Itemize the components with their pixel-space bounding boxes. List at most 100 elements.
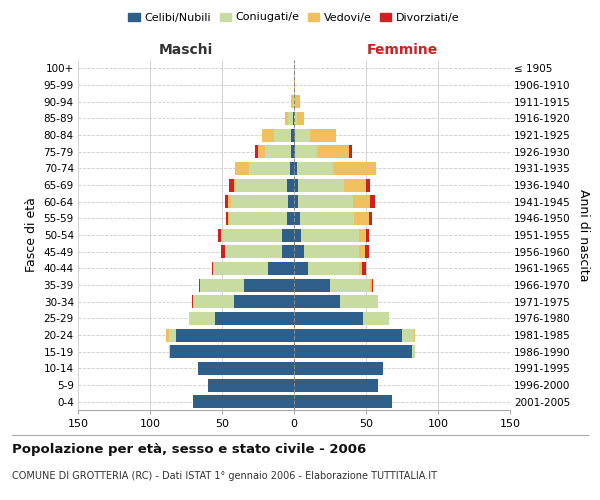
Bar bbox=[287, 212, 294, 225]
Bar bbox=[265, 145, 291, 158]
Bar bbox=[291, 145, 294, 158]
Bar bbox=[294, 312, 363, 325]
Bar bbox=[294, 395, 392, 408]
Bar bbox=[297, 112, 304, 125]
Bar bbox=[402, 328, 413, 342]
Bar bbox=[366, 178, 370, 192]
Bar bbox=[222, 228, 283, 241]
Bar bbox=[226, 212, 228, 225]
Bar bbox=[294, 345, 412, 358]
Bar bbox=[233, 295, 294, 308]
Bar bbox=[298, 195, 353, 208]
Bar bbox=[215, 312, 294, 325]
Bar bbox=[290, 162, 294, 175]
Bar bbox=[359, 262, 362, 275]
Bar bbox=[294, 262, 308, 275]
Bar bbox=[353, 195, 370, 208]
Bar bbox=[372, 278, 373, 291]
Bar bbox=[294, 212, 300, 225]
Bar bbox=[197, 362, 294, 375]
Bar bbox=[291, 95, 293, 108]
Bar bbox=[212, 262, 214, 275]
Bar bbox=[288, 112, 293, 125]
Bar bbox=[294, 295, 340, 308]
Bar bbox=[199, 278, 200, 291]
Bar bbox=[294, 378, 377, 392]
Bar bbox=[288, 195, 294, 208]
Bar bbox=[294, 245, 304, 258]
Bar bbox=[413, 328, 415, 342]
Bar bbox=[370, 195, 374, 208]
Bar bbox=[294, 228, 301, 241]
Bar bbox=[310, 128, 336, 141]
Bar bbox=[300, 212, 355, 225]
Bar bbox=[330, 278, 370, 291]
Bar bbox=[221, 228, 222, 241]
Bar bbox=[366, 228, 369, 241]
Text: Popolazione per età, sesso e stato civile - 2006: Popolazione per età, sesso e stato civil… bbox=[12, 442, 366, 456]
Bar bbox=[236, 178, 287, 192]
Bar bbox=[255, 145, 258, 158]
Bar bbox=[362, 262, 366, 275]
Bar bbox=[293, 112, 294, 125]
Bar bbox=[189, 312, 215, 325]
Bar bbox=[365, 245, 369, 258]
Bar bbox=[169, 345, 170, 358]
Bar bbox=[229, 212, 287, 225]
Bar bbox=[370, 278, 372, 291]
Bar bbox=[262, 128, 274, 141]
Bar bbox=[294, 78, 295, 92]
Bar bbox=[298, 178, 344, 192]
Bar bbox=[268, 262, 294, 275]
Bar bbox=[294, 112, 297, 125]
Bar bbox=[333, 162, 376, 175]
Bar bbox=[294, 328, 402, 342]
Bar bbox=[283, 245, 294, 258]
Bar bbox=[344, 178, 366, 192]
Bar bbox=[301, 228, 359, 241]
Bar bbox=[176, 328, 294, 342]
Bar bbox=[363, 312, 389, 325]
Bar bbox=[359, 245, 365, 258]
Bar bbox=[294, 162, 297, 175]
Bar bbox=[225, 245, 283, 258]
Bar bbox=[192, 295, 193, 308]
Bar bbox=[340, 295, 377, 308]
Y-axis label: Fasce di età: Fasce di età bbox=[25, 198, 38, 272]
Bar bbox=[355, 212, 369, 225]
Bar bbox=[230, 195, 288, 208]
Bar bbox=[297, 162, 333, 175]
Bar bbox=[250, 162, 290, 175]
Bar bbox=[218, 228, 221, 241]
Bar bbox=[221, 245, 225, 258]
Bar bbox=[304, 245, 359, 258]
Bar bbox=[193, 295, 233, 308]
Bar bbox=[274, 128, 291, 141]
Text: Maschi: Maschi bbox=[159, 42, 213, 56]
Bar bbox=[294, 362, 383, 375]
Bar bbox=[294, 178, 298, 192]
Bar bbox=[317, 145, 349, 158]
Bar bbox=[200, 278, 244, 291]
Bar bbox=[283, 228, 294, 241]
Bar bbox=[294, 128, 295, 141]
Bar bbox=[359, 228, 366, 241]
Bar bbox=[235, 162, 250, 175]
Bar bbox=[294, 278, 330, 291]
Bar bbox=[286, 112, 288, 125]
Bar bbox=[295, 128, 310, 141]
Bar bbox=[295, 145, 317, 158]
Bar bbox=[225, 195, 228, 208]
Bar bbox=[349, 145, 352, 158]
Bar bbox=[369, 212, 372, 225]
Bar bbox=[208, 378, 294, 392]
Text: COMUNE DI GROTTERIA (RC) - Dati ISTAT 1° gennaio 2006 - Elaborazione TUTTITALIA.: COMUNE DI GROTTERIA (RC) - Dati ISTAT 1°… bbox=[12, 471, 437, 481]
Bar bbox=[294, 95, 295, 108]
Bar bbox=[229, 178, 233, 192]
Bar bbox=[293, 95, 294, 108]
Legend: Celibi/Nubili, Coniugati/e, Vedovi/e, Divorziati/e: Celibi/Nubili, Coniugati/e, Vedovi/e, Di… bbox=[124, 8, 464, 27]
Bar bbox=[308, 262, 359, 275]
Bar bbox=[412, 345, 415, 358]
Bar bbox=[193, 395, 294, 408]
Bar bbox=[294, 145, 295, 158]
